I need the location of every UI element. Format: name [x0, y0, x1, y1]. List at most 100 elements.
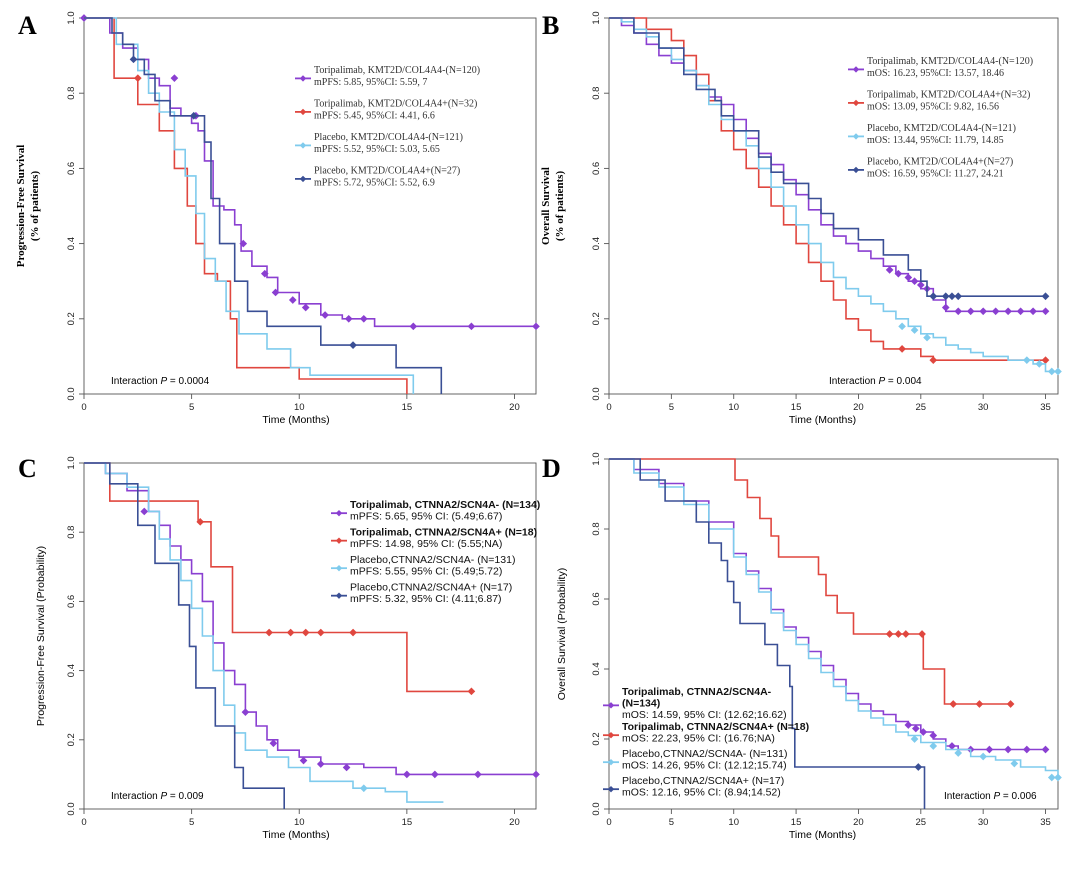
panel-a-y-tick-label: 1.0: [66, 11, 77, 24]
panel-a-y-tick-label: 0.8: [66, 87, 77, 100]
panel-c-series-0-censor-mark: [342, 763, 351, 772]
panel-b-series-1-censor-mark: [898, 345, 906, 353]
panel-a-series-0-censor-mark: [359, 314, 368, 323]
panel-d-x-tick-label: 0: [606, 817, 611, 828]
panel-b-y-axis-label: Overall Survival: [540, 167, 552, 245]
panel-a-legend-name-1: Toripalimab, KMT2D/COL4A4+(N=32): [314, 99, 477, 110]
panel-a-x-tick-label: 0: [81, 402, 86, 413]
panel-b: B 0 5 10 15 20 25 30 35 0.0 0.2 0.4 0.6 0.8 1.0 Time (…: [540, 11, 1062, 426]
panel-b-series-2-censor-mark: [898, 322, 906, 331]
panel-c-x-tick-label: 15: [402, 817, 413, 828]
panel-d-legend-stat-0: mOS: 14.59, 95% CI: (12.62;16.62): [622, 709, 787, 721]
panel-b-legend-name-1: Toripalimab, KMT2D/COL4A4+(N=32): [867, 90, 1030, 101]
panel-a-legend-name-3: Placebo, KMT2D/COL4A4+(N=27): [314, 166, 460, 177]
panel-d-x-tick-label: 5: [669, 817, 674, 828]
panel-b-series-2-censor-mark: [910, 326, 919, 334]
panel-a-series-0-censor-mark: [409, 322, 418, 331]
panel-d-series-0-censor-mark: [1022, 745, 1031, 754]
panel-d-series-0-censor-mark: [1004, 745, 1012, 754]
panel-a-series-0-censor-mark: [321, 311, 329, 319]
panel-b-series-3-censor-mark: [948, 292, 956, 301]
panel-b-y-tick-label: 0.2: [591, 312, 602, 325]
panel-c: C 0 5 10 15 20 0.0 0.2 0.4 0.6 0.8 1.0 Time (Months…: [18, 454, 540, 841]
panel-a-legend-marker-3: [299, 175, 307, 183]
panel-c-series-0-censor-mark: [140, 507, 149, 516]
panel-c-legend-name-0: Toripalimab, CTNNA2/SCN4A- (N=134): [350, 499, 540, 511]
panel-b-series-2-censor-mark: [1035, 360, 1044, 368]
panel-d-series-1-censor-mark: [949, 700, 958, 708]
panel-b-series-0-censor-mark: [1004, 307, 1012, 316]
panel-c-series-0-censor-mark: [431, 770, 439, 779]
panel-b-x-axis-label: Time (Months): [789, 414, 856, 426]
panel-c-x-tick-label: 0: [81, 817, 86, 828]
panel-b-legend-stat-2: mOS: 13.44, 95%CI: 11.79, 14.85: [867, 135, 1004, 146]
panel-c-x-tick-label: 5: [189, 817, 194, 828]
panel-b-series-3-censor-mark: [929, 292, 938, 301]
panel-c-legend-name-2: Placebo,CTNNA2/SCN4A- (N=131): [350, 554, 515, 566]
panel-b-x-tick-label: 25: [916, 402, 927, 413]
panel-b-y-tick-label: 0.0: [591, 387, 602, 400]
panel-b-legend-stat-3: mOS: 16.59, 95%CI: 11.27, 24.21: [867, 169, 1004, 180]
panel-b-x-tick-label: 15: [791, 402, 802, 413]
panel-a-series-1-curve: [84, 17, 408, 394]
panel-d-legend-name-2: Placebo,CTNNA2/SCN4A- (N=131): [622, 748, 787, 760]
panel-b-series-0-censor-mark: [910, 277, 919, 286]
panel-c-series-1-censor-mark: [316, 628, 325, 637]
panel-a-plot-frame: [83, 17, 537, 395]
panel-c-series-0-censor-mark: [299, 756, 308, 765]
panel-d-y-tick-label: 0.6: [591, 592, 602, 605]
panel-c-legend-name-1: Toripalimab, CTNNA2/SCN4A+ (N=18): [350, 527, 537, 539]
panel-c-series-0-censor-mark: [269, 739, 278, 748]
panel-d-series-1-censor-mark: [1006, 700, 1015, 708]
panel-d-legend-stat-2: mOS: 14.26, 95% CI: (12.12;15.74): [622, 760, 787, 772]
panel-b-y-tick-label: 0.4: [591, 237, 602, 250]
panel-b-series-3-censor-mark: [941, 292, 950, 301]
panel-c-y-tick-label: 1.0: [66, 456, 77, 469]
panel-c-y-tick-label: 0.0: [66, 802, 77, 815]
panel-d-plot-frame: [608, 458, 1059, 810]
panel-c-series-1-censor-mark: [286, 628, 295, 637]
panel-b-legend-stat-0: mOS: 16.23, 95%CI: 13.57, 18.46: [867, 68, 1004, 79]
panel-d-series-0-censor-mark: [929, 731, 938, 740]
panel-b-series-3-curve: [609, 17, 1046, 297]
panel-a-legend-stat-3: mPFS: 5.72, 95%CI: 5.52, 6.9: [314, 178, 435, 189]
panel-d-y-tick-label: 0.2: [591, 732, 602, 745]
panel-b-series-0-censor-mark: [979, 307, 987, 316]
panel-d-series-2-censor-mark: [1054, 773, 1062, 782]
panel-a-series-0-censor-mark: [260, 269, 269, 278]
panel-b-x-tick-label: 20: [853, 402, 864, 413]
panel-d-legend-name2-0: (N=134): [622, 698, 660, 710]
panel-a-x-tick-label: 5: [189, 402, 194, 413]
panel-d-series-2-censor-mark: [910, 735, 919, 743]
panel-b-y-tick-label: 0.6: [591, 162, 602, 175]
panel-d: D 0 5 10 15 20 25 30 35 0.0 0.2 0.4 0.6 0.8 1.0 Time (…: [542, 452, 1062, 841]
panel-c-x-axis-label: Time (Months): [262, 829, 329, 841]
panel-d-series-2-censor-mark: [954, 749, 963, 757]
panel-d-interaction-annotation: Interaction P = 0.006: [944, 791, 1037, 802]
panel-a-legend-marker-1: [299, 108, 307, 116]
panel-a-legend-name-2: Placebo, KMT2D/COL4A4-(N=121): [314, 132, 463, 143]
panel-a-series-0-censor-mark: [271, 288, 280, 297]
panel-d-y-tick-label: 0.0: [591, 802, 602, 815]
panel-b-y-axis-label: (% of patients): [554, 171, 566, 242]
panel-d-letter: D: [542, 454, 561, 483]
panel-d-series-3-curve: [609, 458, 926, 809]
panel-b-series-0-censor-mark: [1041, 307, 1050, 316]
panel-d-series-2-censor-mark: [929, 742, 938, 750]
panel-a-legend-stat-1: mPFS: 5.45, 95%CI: 4.41, 6.6: [314, 111, 435, 122]
panel-d-legend-marker-0: [607, 702, 615, 709]
panel-b-legend-marker-0: [852, 66, 860, 73]
panel-d-legend-stat-3: mOS: 12.16, 95% CI: (8.94;14.52): [622, 787, 781, 799]
panel-a: A 0 5 10 15 20 0.0 0.2 0.4 0.6 0.8 1.0 Time (Months…: [15, 11, 540, 426]
panel-c-series-3-curve: [84, 462, 285, 809]
panel-c-legend-marker-0: [335, 509, 343, 517]
panel-b-series-3-censor-mark: [1041, 292, 1050, 301]
panel-a-y-tick-label: 0.6: [66, 162, 77, 175]
panel-a-y-tick-label: 0.4: [66, 237, 77, 250]
panel-d-series-0-censor-mark: [904, 721, 913, 729]
panel-c-x-tick-label: 10: [294, 817, 305, 828]
panel-b-series-0-censor-mark: [894, 269, 903, 278]
panel-b-series-0-censor-mark: [1016, 307, 1025, 316]
panel-d-y-tick-label: 0.8: [591, 522, 602, 535]
